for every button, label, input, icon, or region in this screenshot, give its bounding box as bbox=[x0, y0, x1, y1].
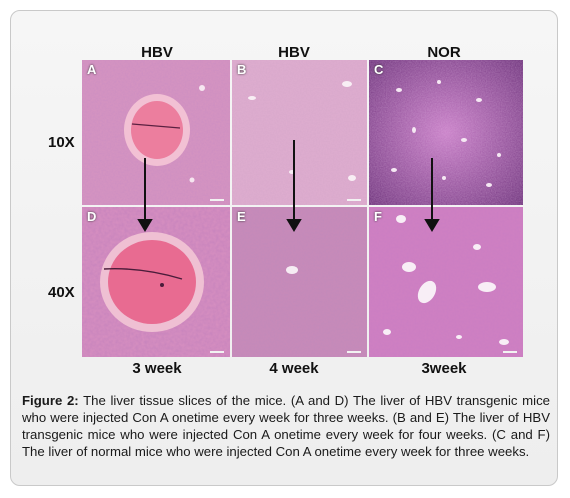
caption-text: The liver tissue slices of the mice. (A … bbox=[22, 393, 550, 459]
figure-caption: Figure 2: The liver tissue slices of the… bbox=[22, 392, 550, 460]
week-label-b: 4 week bbox=[269, 360, 319, 377]
panel-letter-c: C bbox=[374, 62, 384, 77]
caption-label: Figure 2: bbox=[22, 393, 79, 408]
scale-bar bbox=[503, 351, 517, 353]
panel-b: B bbox=[232, 60, 367, 205]
panel-a: A bbox=[82, 60, 230, 205]
panel-f: F bbox=[369, 207, 523, 357]
scale-bar bbox=[210, 351, 224, 353]
panel-letter-e: E bbox=[237, 209, 246, 224]
scale-bar bbox=[347, 351, 361, 353]
panel-letter-a: A bbox=[87, 62, 97, 77]
week-label-a: 3 week bbox=[132, 360, 182, 377]
panel-letter-b: B bbox=[237, 62, 247, 77]
panel-letter-d: D bbox=[87, 209, 97, 224]
panel-d: D bbox=[82, 207, 230, 357]
week-label-c: 3week bbox=[421, 360, 467, 377]
scale-bar bbox=[347, 199, 361, 201]
panel-e: E bbox=[232, 207, 367, 357]
scale-bar bbox=[210, 199, 224, 201]
column-label-nor: NOR bbox=[427, 44, 461, 61]
column-label-hbv-2: HBV bbox=[278, 44, 310, 61]
row-label-40x: 40X bbox=[48, 284, 75, 301]
panel-letter-f: F bbox=[374, 209, 382, 224]
column-label-hbv-1: HBV bbox=[141, 44, 173, 61]
panel-c: C bbox=[369, 60, 523, 205]
row-label-10x: 10X bbox=[48, 134, 75, 151]
